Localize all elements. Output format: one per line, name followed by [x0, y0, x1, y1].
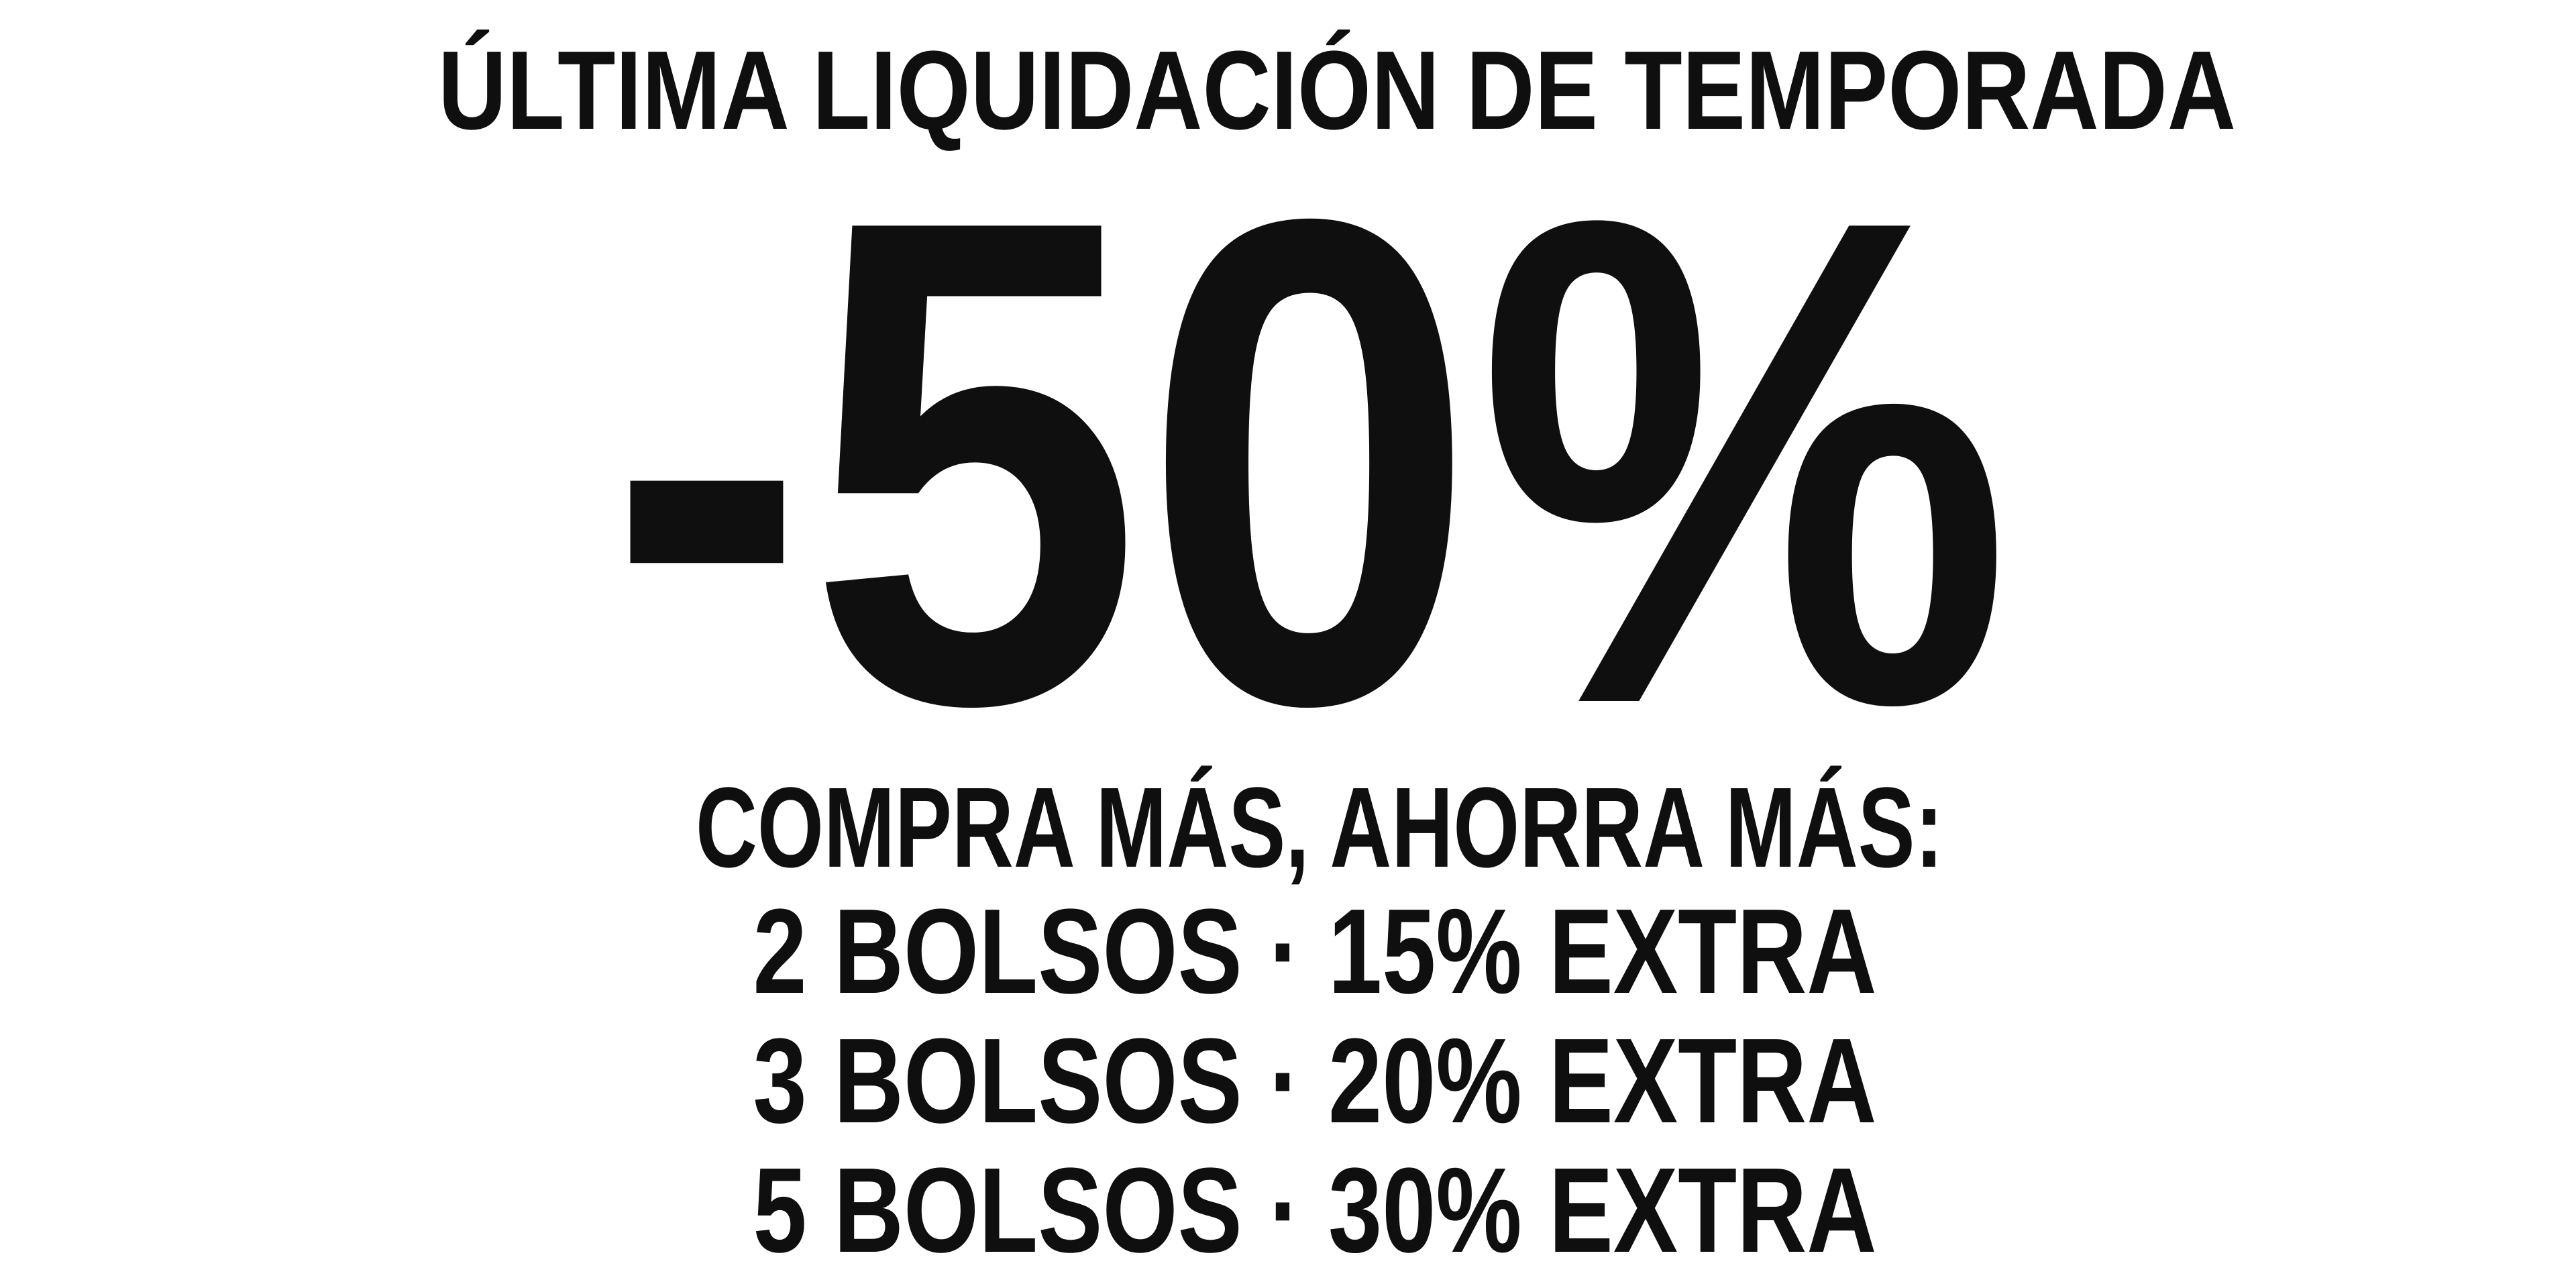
multibuy-tier-line-3: 5 BOLSOS · 30% EXTRA [753, 1143, 1877, 1278]
multibuy-tier-line-1: 2 BOLSOS · 15% EXTRA [753, 884, 1877, 1019]
multibuy-subheadline: COMPRA MÁS, AHORRA MÁS: [696, 764, 1943, 892]
discount-percentage: -50% [607, 76, 2012, 848]
sale-headline: ÚLTIMA LIQUIDACIÓN DE TEMPORADA [438, 28, 2236, 153]
multibuy-tier-line-2: 3 BOLSOS · 20% EXTRA [753, 1014, 1877, 1148]
